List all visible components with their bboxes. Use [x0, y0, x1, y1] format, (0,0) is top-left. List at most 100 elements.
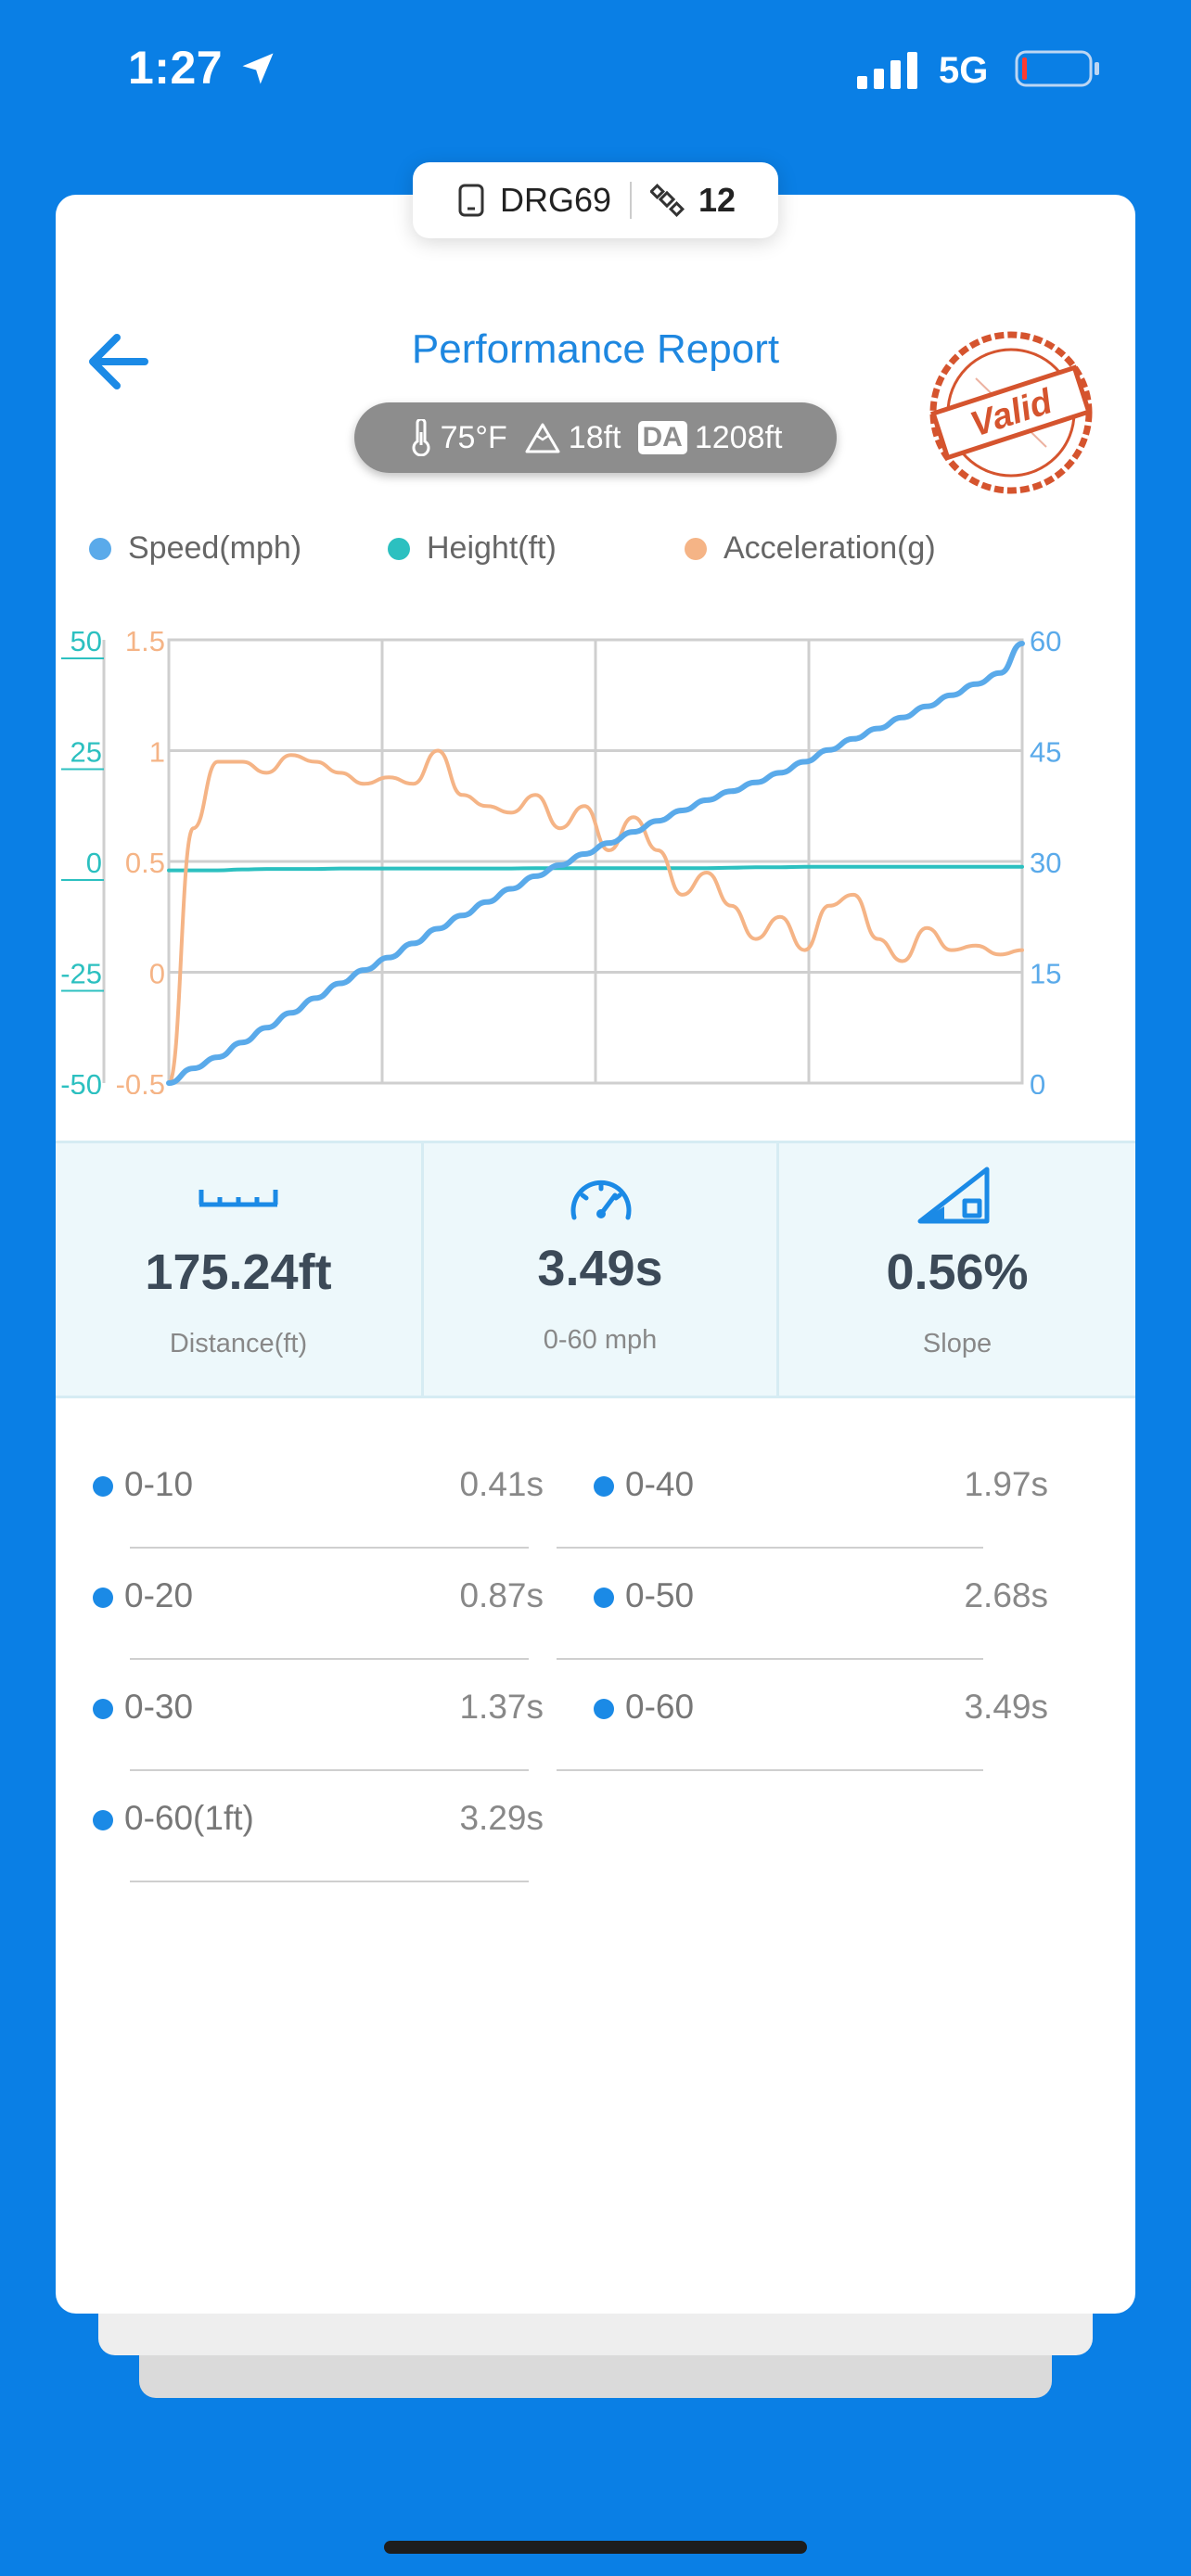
device-id: DRG69 — [499, 181, 611, 219]
y-tick-left-outer: 25 — [70, 736, 102, 769]
split-time: 3.29s — [459, 1799, 544, 1837]
split-row: 0-60 3.49s — [557, 1660, 1080, 1771]
conditions-pill: 75°F 18ft DA 1208ft — [354, 402, 837, 473]
altitude-value: 18ft — [568, 419, 621, 455]
y-tick-right: 45 — [1030, 736, 1061, 769]
legend-acceleration: Acceleration(g) — [685, 530, 936, 567]
split-bullet — [93, 1588, 113, 1608]
location-arrow-icon — [242, 53, 274, 84]
density-altitude-value: 1208ft — [694, 419, 783, 455]
pill-divider — [630, 182, 632, 219]
legend-label-height: Height(ft) — [427, 530, 557, 566]
split-row: 0-10 0.41s — [56, 1437, 575, 1549]
y-tick-right: 60 — [1030, 625, 1061, 657]
split-row: 0-20 0.87s — [56, 1549, 575, 1660]
slope-value: 0.56% — [886, 1244, 1029, 1300]
legend-speed: Speed(mph) — [89, 530, 301, 567]
legend-height: Height(ft) — [388, 530, 557, 567]
split-name: 0-60 — [625, 1688, 695, 1726]
split-divider — [557, 1658, 983, 1660]
distance-value: 175.24ft — [145, 1244, 332, 1300]
series-line-acceleration — [167, 748, 1024, 1085]
split-name: 0-20 — [124, 1576, 194, 1614]
split-bullet — [594, 1699, 614, 1719]
y-tick-left-inner: 0 — [149, 958, 165, 990]
network-type: 5G — [939, 50, 989, 91]
split-name: 0-30 — [124, 1688, 194, 1726]
performance-chart: -50 -25 0 25 50 -0.5 0 0.5 1 1.5 0 15 30 45 60 — [60, 625, 1061, 1094]
series-line-height — [167, 864, 1024, 873]
speedometer-icon — [570, 1180, 632, 1220]
valid-stamp: Valid — [929, 331, 1093, 494]
slope-icon — [917, 1167, 990, 1224]
split-time: 3.49s — [964, 1688, 1048, 1726]
split-bullet — [93, 1476, 113, 1497]
split-divider — [130, 1658, 529, 1660]
split-divider — [557, 1769, 983, 1771]
split-divider — [557, 1547, 983, 1549]
battery-icon — [1015, 50, 1099, 87]
y-tick-left-outer: -50 — [60, 1068, 102, 1094]
density-altitude-badge: DA — [637, 421, 687, 454]
legend-dot-speed — [89, 537, 111, 560]
split-time: 2.68s — [964, 1576, 1048, 1614]
legend-label-speed: Speed(mph) — [128, 530, 302, 566]
legend-dot-height — [388, 537, 410, 560]
split-bullet — [93, 1810, 113, 1830]
satellite-count: 12 — [698, 181, 736, 219]
altitude-mountain-icon — [525, 423, 560, 453]
split-row: 0-50 2.68s — [557, 1549, 1080, 1660]
split-name: 0-10 — [124, 1465, 194, 1503]
split-bullet — [594, 1476, 614, 1497]
y-tick-left-inner: 1 — [149, 736, 165, 769]
stat-time: 3.49s 0-60 mph — [424, 1143, 776, 1396]
stats-panel: 175.24ft Distance(ft) 3.49s 0-60 mph 0.5… — [56, 1141, 1135, 1398]
split-time: 0.87s — [459, 1576, 544, 1614]
temperature-value: 75°F — [440, 419, 507, 455]
status-bar: 1:27 5G — [0, 0, 1191, 139]
stat-slope: 0.56% Slope — [779, 1143, 1135, 1396]
y-tick-left-outer: 50 — [70, 625, 102, 657]
split-row: 0-60(1ft) 3.29s — [56, 1771, 575, 1882]
y-tick-left-inner: 0.5 — [125, 847, 165, 879]
device-icon — [458, 184, 484, 217]
split-time: 1.37s — [459, 1688, 544, 1726]
split-bullet — [93, 1699, 113, 1719]
device-pill[interactable]: DRG69 12 — [413, 162, 778, 238]
legend-label-acceleration: Acceleration(g) — [724, 530, 936, 566]
series-line-speed — [166, 641, 1025, 1086]
stat-divider — [776, 1143, 779, 1396]
thermometer-icon — [412, 419, 430, 456]
y-tick-left-inner: 1.5 — [125, 625, 165, 657]
split-name: 0-60(1ft) — [124, 1799, 254, 1837]
y-tick-left-outer: -25 — [60, 958, 102, 990]
split-divider — [130, 1881, 529, 1882]
signal-icon — [857, 52, 917, 89]
y-tick-right: 0 — [1030, 1068, 1045, 1094]
y-tick-left-inner: -0.5 — [116, 1068, 165, 1094]
split-time: 0.41s — [459, 1465, 544, 1503]
split-row: 0-30 1.37s — [56, 1660, 575, 1771]
satellite-icon — [650, 184, 685, 217]
stat-divider — [421, 1143, 424, 1396]
split-time: 1.97s — [964, 1465, 1048, 1503]
page-title: Performance Report — [411, 326, 780, 372]
y-tick-left-outer: 0 — [86, 847, 102, 879]
split-name: 0-40 — [625, 1465, 695, 1503]
split-row: 0-40 1.97s — [557, 1437, 1080, 1549]
split-name: 0-50 — [625, 1576, 695, 1614]
back-arrow-icon[interactable] — [82, 325, 156, 399]
ruler-icon — [198, 1190, 278, 1207]
stat-distance: 175.24ft Distance(ft) — [56, 1143, 421, 1396]
split-divider — [130, 1769, 529, 1771]
split-bullet — [594, 1588, 614, 1608]
status-time: 1:27 — [128, 42, 224, 94]
split-divider — [130, 1547, 529, 1549]
y-tick-right: 30 — [1030, 847, 1061, 879]
home-indicator[interactable] — [384, 2541, 807, 2554]
y-tick-right: 15 — [1030, 958, 1061, 990]
legend-dot-acceleration — [685, 537, 707, 560]
time-label: 0-60 mph — [543, 1325, 658, 1355]
time-value: 3.49s — [537, 1241, 663, 1296]
distance-label: Distance(ft) — [169, 1329, 308, 1358]
